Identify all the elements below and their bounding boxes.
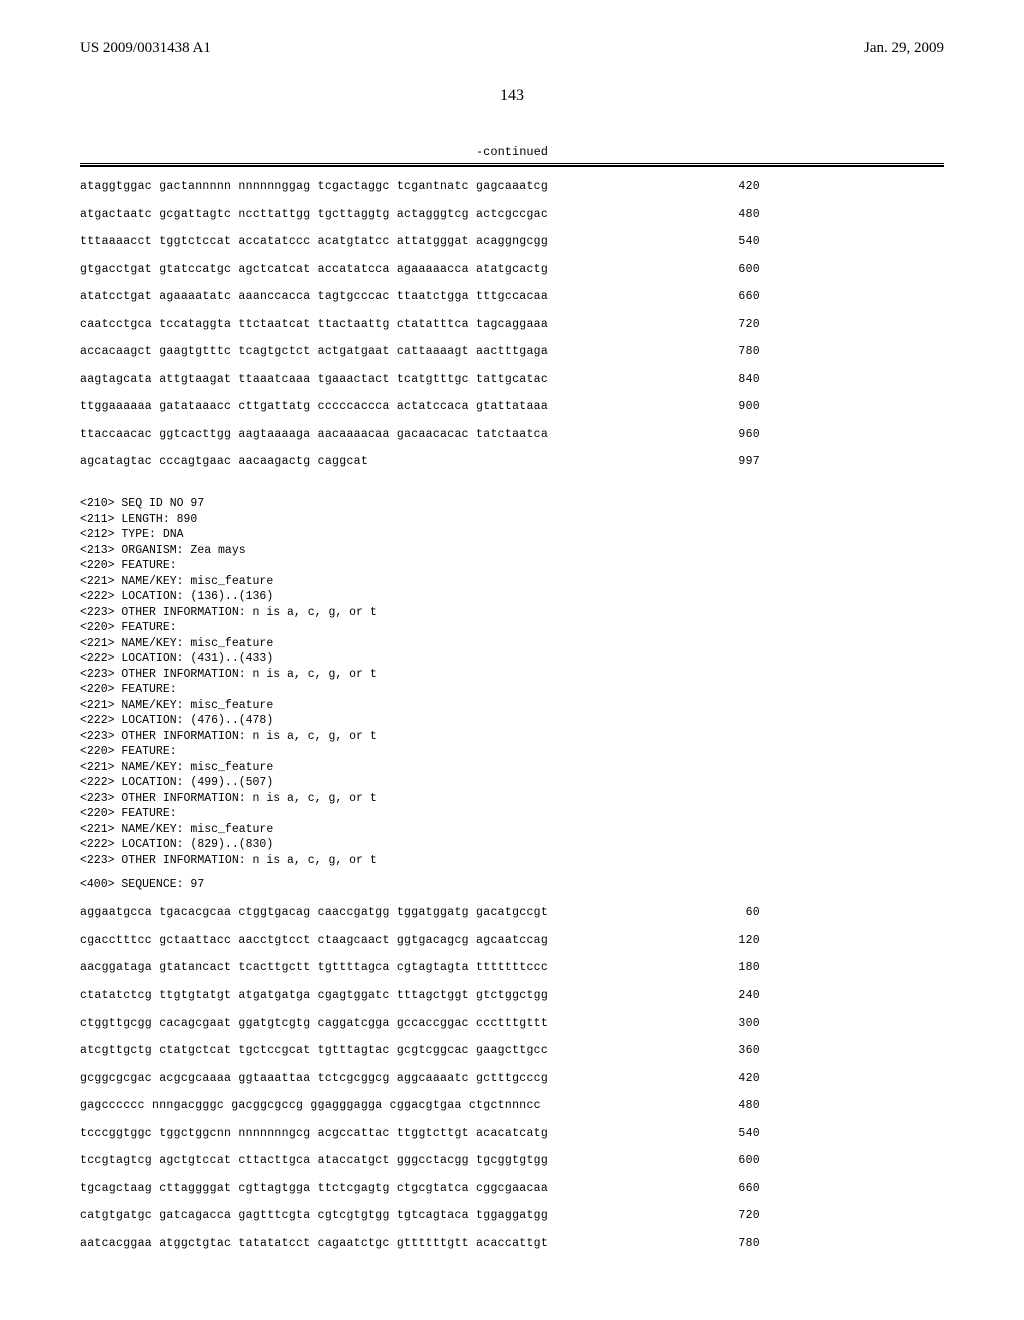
sequence-line: tttaaaacct tggtctccat accatatccc acatgta…	[80, 232, 760, 252]
sequence-position: 240	[708, 986, 760, 1006]
sequence-line: ttggaaaaaa gatataaacc cttgattatg cccccac…	[80, 397, 760, 417]
sequence-text: agcatagtac cccagtgaac aacaagactg caggcat	[80, 452, 368, 472]
continued-label: -continued	[80, 145, 944, 159]
sequence-label: <400> SEQUENCE: 97	[80, 878, 944, 891]
sequence-position: 600	[708, 260, 760, 280]
sequence-block-1: ataggtggac gactannnnn nnnnnnggag tcgacta…	[80, 177, 944, 480]
sequence-position: 360	[708, 1041, 760, 1061]
publication-date: Jan. 29, 2009	[864, 40, 944, 57]
sequence-line: aacggataga gtatancact tcacttgctt tgtttta…	[80, 958, 760, 978]
page-number: 143	[80, 87, 944, 105]
sequence-text: tcccggtggc tggctggcnn nnnnnnngcg acgccat…	[80, 1124, 548, 1144]
sequence-text: tccgtagtcg agctgtccat cttacttgca ataccat…	[80, 1151, 548, 1171]
sequence-line: gagcccccc nnngacgggc gacggcgccg ggagggag…	[80, 1096, 760, 1116]
sequence-text: caatcctgca tccataggta ttctaatcat ttactaa…	[80, 315, 548, 335]
sequence-position: 420	[708, 177, 760, 197]
sequence-line: atcgttgctg ctatgctcat tgctccgcat tgtttag…	[80, 1041, 760, 1061]
sequence-position: 997	[708, 452, 760, 472]
sequence-text: aagtagcata attgtaagat ttaaatcaaa tgaaact…	[80, 370, 548, 390]
sequence-text: ataggtggac gactannnnn nnnnnnggag tcgacta…	[80, 177, 548, 197]
sequence-text: aggaatgcca tgacacgcaa ctggtgacag caaccga…	[80, 903, 548, 923]
sequence-text: ctggttgcgg cacagcgaat ggatgtcgtg caggatc…	[80, 1014, 548, 1034]
sequence-line: atgactaatc gcgattagtc nccttattgg tgcttag…	[80, 205, 760, 225]
sequence-position: 660	[708, 287, 760, 307]
sequence-line: ctggttgcgg cacagcgaat ggatgtcgtg caggatc…	[80, 1014, 760, 1034]
sequence-line: tcccggtggc tggctggcnn nnnnnnngcg acgccat…	[80, 1124, 760, 1144]
sequence-position: 480	[708, 1096, 760, 1116]
sequence-text: gtgacctgat gtatccatgc agctcatcat accatat…	[80, 260, 548, 280]
sequence-line: aggaatgcca tgacacgcaa ctggtgacag caaccga…	[80, 903, 760, 923]
sequence-text: tttaaaacct tggtctccat accatatccc acatgta…	[80, 232, 548, 252]
sequence-line: catgtgatgc gatcagacca gagtttcgta cgtcgtg…	[80, 1206, 760, 1226]
sequence-block-2: aggaatgcca tgacacgcaa ctggtgacag caaccga…	[80, 903, 944, 1261]
sequence-position: 840	[708, 370, 760, 390]
sequence-text: ctatatctcg ttgtgtatgt atgatgatga cgagtgg…	[80, 986, 548, 1006]
sequence-line: aagtagcata attgtaagat ttaaatcaaa tgaaact…	[80, 370, 760, 390]
sequence-text: catgtgatgc gatcagacca gagtttcgta cgtcgtg…	[80, 1206, 548, 1226]
sequence-text: gagcccccc nnngacgggc gacggcgccg ggagggag…	[80, 1096, 541, 1116]
sequence-line: gtgacctgat gtatccatgc agctcatcat accatat…	[80, 260, 760, 280]
sequence-line: agcatagtac cccagtgaac aacaagactg caggcat…	[80, 452, 760, 472]
sequence-position: 600	[708, 1151, 760, 1171]
sequence-position: 540	[708, 232, 760, 252]
sequence-position: 120	[708, 931, 760, 951]
sequence-line: tccgtagtcg agctgtccat cttacttgca ataccat…	[80, 1151, 760, 1171]
page-header: US 2009/0031438 A1 Jan. 29, 2009	[80, 40, 944, 57]
sequence-line: ataggtggac gactannnnn nnnnnnggag tcgacta…	[80, 177, 760, 197]
sequence-position: 180	[708, 958, 760, 978]
sequence-line: atatcctgat agaaaatatc aaanccacca tagtgcc…	[80, 287, 760, 307]
sequence-position: 300	[708, 1014, 760, 1034]
sequence-position: 720	[708, 315, 760, 335]
sequence-text: atatcctgat agaaaatatc aaanccacca tagtgcc…	[80, 287, 548, 307]
sequence-position: 60	[710, 903, 760, 923]
publication-number: US 2009/0031438 A1	[80, 40, 211, 57]
listing-divider	[80, 163, 944, 167]
sequence-line: gcggcgcgac acgcgcaaaa ggtaaattaa tctcgcg…	[80, 1069, 760, 1089]
sequence-position: 900	[708, 397, 760, 417]
sequence-line: accacaagct gaagtgtttc tcagtgctct actgatg…	[80, 342, 760, 362]
sequence-text: aatcacggaa atggctgtac tatatatcct cagaatc…	[80, 1234, 548, 1254]
sequence-position: 480	[708, 205, 760, 225]
sequence-line: aatcacggaa atggctgtac tatatatcct cagaatc…	[80, 1234, 760, 1254]
sequence-position: 960	[708, 425, 760, 445]
sequence-line: ctatatctcg ttgtgtatgt atgatgatga cgagtgg…	[80, 986, 760, 1006]
sequence-text: accacaagct gaagtgtttc tcagtgctct actgatg…	[80, 342, 548, 362]
sequence-text: cgacctttcc gctaattacc aacctgtcct ctaagca…	[80, 931, 548, 951]
sequence-text: atcgttgctg ctatgctcat tgctccgcat tgtttag…	[80, 1041, 548, 1061]
sequence-position: 420	[708, 1069, 760, 1089]
sequence-position: 780	[708, 1234, 760, 1254]
sequence-text: tgcagctaag cttaggggat cgttagtgga ttctcga…	[80, 1179, 548, 1199]
feature-block: <210> SEQ ID NO 97 <211> LENGTH: 890 <21…	[80, 496, 944, 868]
sequence-text: gcggcgcgac acgcgcaaaa ggtaaattaa tctcgcg…	[80, 1069, 548, 1089]
sequence-position: 540	[708, 1124, 760, 1144]
sequence-text: aacggataga gtatancact tcacttgctt tgtttta…	[80, 958, 548, 978]
sequence-text: ttggaaaaaa gatataaacc cttgattatg cccccac…	[80, 397, 548, 417]
sequence-position: 720	[708, 1206, 760, 1226]
sequence-line: cgacctttcc gctaattacc aacctgtcct ctaagca…	[80, 931, 760, 951]
sequence-position: 660	[708, 1179, 760, 1199]
sequence-text: atgactaatc gcgattagtc nccttattgg tgcttag…	[80, 205, 548, 225]
sequence-line: ttaccaacac ggtcacttgg aagtaaaaga aacaaaa…	[80, 425, 760, 445]
sequence-line: tgcagctaag cttaggggat cgttagtgga ttctcga…	[80, 1179, 760, 1199]
sequence-line: caatcctgca tccataggta ttctaatcat ttactaa…	[80, 315, 760, 335]
sequence-position: 780	[708, 342, 760, 362]
sequence-text: ttaccaacac ggtcacttgg aagtaaaaga aacaaaa…	[80, 425, 548, 445]
